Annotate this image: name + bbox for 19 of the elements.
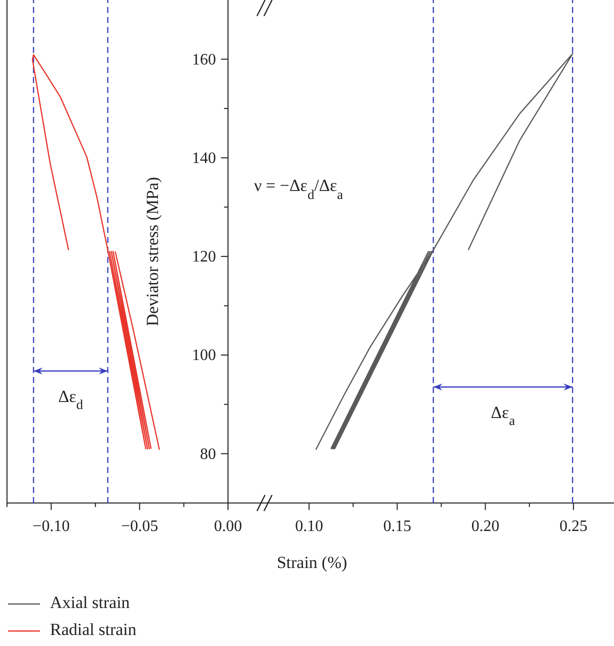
annotation: Δε$_{d}$ <box>58 386 84 412</box>
annotation: ν = −Δε$_{d}$/Δε$_{a}$ <box>254 176 344 202</box>
x-tick-label: −0.10 <box>32 518 70 536</box>
x-tick-label: 0.10 <box>295 518 324 536</box>
y-tick-label: 120 <box>192 248 216 266</box>
x-tick-label: 0.25 <box>559 518 588 536</box>
y-tick-label: 140 <box>192 150 216 167</box>
legend-label: Axial strain <box>50 592 130 612</box>
x-tick-label: 0.15 <box>383 518 412 536</box>
annotation: Δε$_{a}$ <box>490 402 516 428</box>
y-tick-label: 80 <box>200 446 216 463</box>
legend-label: Radial strain <box>50 620 137 639</box>
y-axis-title: Deviator stress (MPa) <box>143 176 162 326</box>
x-axis-title: Strain (%) <box>276 553 348 572</box>
x-tick-label: 0.20 <box>471 518 500 536</box>
y-tick-label: 160 <box>192 51 216 68</box>
y-tick-label: 100 <box>192 347 216 364</box>
x-tick-label: 0.00 <box>214 518 242 536</box>
x-tick-label: −0.05 <box>121 518 158 536</box>
